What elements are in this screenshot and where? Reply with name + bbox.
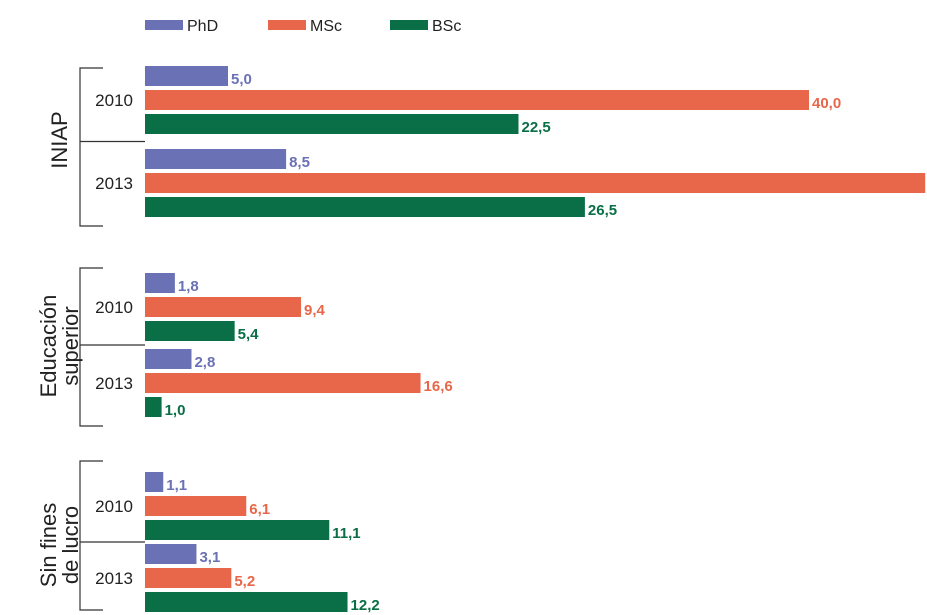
- data-label-phd: 3,1: [199, 549, 220, 566]
- data-label-msc: 16,6: [424, 378, 453, 395]
- chart-legend: PhD MSc BSc: [145, 18, 461, 35]
- bar-msc: [145, 373, 421, 393]
- legend-swatch-msc: [268, 20, 306, 30]
- legend-swatch-phd: [145, 20, 183, 30]
- bar-bsc: [145, 397, 162, 417]
- bar-phd: [145, 544, 197, 564]
- year-label: 2013: [95, 569, 133, 588]
- data-label-msc: 6,1: [249, 501, 270, 518]
- bar-phd: [145, 149, 287, 169]
- year-label: 2013: [95, 174, 133, 193]
- bar-msc: [145, 90, 809, 110]
- bar-bsc: [145, 592, 348, 612]
- bar-msc: [145, 568, 232, 588]
- group-label: Sin finesde lucro: [36, 503, 83, 587]
- bar-phd: [145, 349, 192, 369]
- bar-msc: [145, 173, 926, 193]
- legend-label-bsc: BSc: [432, 18, 461, 35]
- data-label-phd: 1,1: [166, 477, 187, 494]
- data-label-bsc: 11,1: [332, 525, 360, 542]
- group-bracket: [79, 267, 103, 427]
- data-label-bsc: 12,2: [351, 597, 380, 614]
- data-label-bsc: 5,4: [238, 326, 260, 343]
- data-label-bsc: 26,5: [588, 202, 617, 219]
- legend-swatch-bsc: [390, 20, 428, 30]
- bar-bsc: [145, 321, 235, 341]
- bar-bsc: [145, 197, 585, 217]
- year-label: 2013: [95, 374, 133, 393]
- bar-bsc: [145, 520, 330, 540]
- plot-area: INIAP20105,040,022,520138,547,026,5Educa…: [36, 66, 926, 614]
- data-label-phd: 5,0: [231, 71, 252, 88]
- data-label-phd: 8,5: [289, 154, 310, 171]
- legend-label-msc: MSc: [310, 18, 342, 35]
- year-label: 2010: [95, 497, 133, 516]
- bar-bsc: [145, 114, 519, 134]
- bar-phd: [145, 472, 164, 492]
- group-bracket: [79, 67, 103, 227]
- group-label: Educaciónsuperior: [36, 295, 83, 398]
- group-label: INIAP: [47, 111, 72, 168]
- bar-phd: [145, 66, 228, 86]
- bar-phd: [145, 273, 175, 293]
- data-label-msc: 5,2: [234, 573, 255, 590]
- bar-msc: [145, 496, 247, 516]
- legend-label-phd: PhD: [187, 18, 218, 35]
- data-label-bsc: 22,5: [522, 119, 551, 136]
- year-label: 2010: [95, 298, 133, 317]
- bar-msc: [145, 297, 302, 317]
- group-bracket: [79, 460, 103, 611]
- data-label-msc: 9,4: [304, 302, 326, 319]
- data-label-phd: 1,8: [178, 278, 199, 295]
- data-label-msc: 40,0: [812, 95, 841, 112]
- data-label-bsc: 1,0: [165, 402, 186, 419]
- year-label: 2010: [95, 91, 133, 110]
- data-label-phd: 2,8: [194, 354, 215, 371]
